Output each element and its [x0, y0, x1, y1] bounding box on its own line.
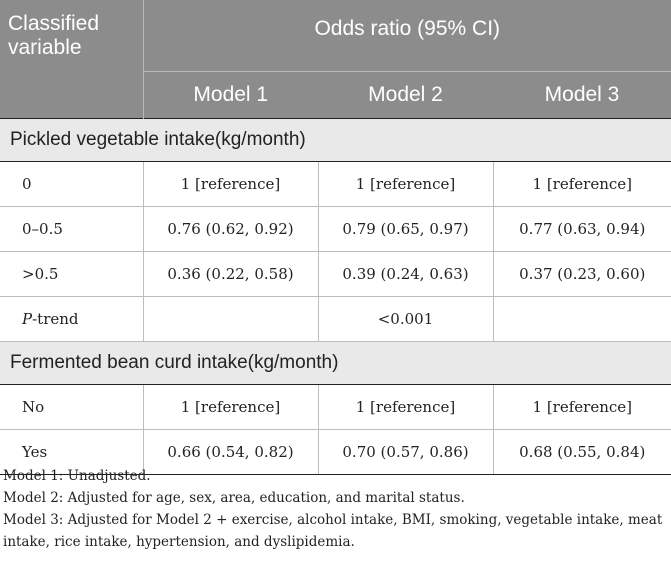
p-trend-italic: P: [22, 309, 33, 328]
row-label: Yes: [0, 429, 144, 475]
cell-model-2: 0.39 (0.24, 0.63): [318, 251, 494, 297]
cell-model-1: 0.36 (0.22, 0.58): [143, 251, 319, 297]
cell-model-3: 0.77 (0.63, 0.94): [493, 206, 671, 252]
p-trend-label: P-trend: [0, 296, 144, 342]
table-footnotes: Model 1: Unadjusted. Model 2: Adjusted f…: [3, 465, 668, 553]
header-variable-line2: variable: [8, 36, 82, 59]
header-model-2: Model 2: [318, 71, 493, 118]
cell-model-1: 1 [reference]: [143, 161, 319, 207]
cell-model-2: 1 [reference]: [318, 161, 494, 207]
cell-model-1: 0.76 (0.62, 0.92): [143, 206, 319, 252]
footnote-model-2: Model 2: Adjusted for age, sex, area, ed…: [3, 490, 465, 506]
header-variable-line1: Classified: [8, 12, 100, 35]
row-label: 0–0.5: [0, 206, 144, 252]
header-model-3: Model 3: [493, 71, 671, 118]
row-label: No: [0, 384, 144, 430]
row-label: 0: [0, 161, 144, 207]
section-title-pickled-vegetable: Pickled vegetable intake(kg/month): [0, 117, 671, 162]
footnote-model-1: Model 1: Unadjusted.: [3, 468, 151, 484]
p-trend-empty-1: [143, 296, 319, 342]
cell-model-1: 0.66 (0.54, 0.82): [143, 429, 319, 475]
cell-model-2: 0.79 (0.65, 0.97): [318, 206, 494, 252]
p-trend-rest: -trend: [32, 309, 79, 328]
cell-model-2: 0.70 (0.57, 0.86): [318, 429, 494, 475]
footnote-model-3: Model 3: Adjusted for Model 2 + exercise…: [3, 512, 663, 550]
p-trend-empty-3: [493, 296, 671, 342]
cell-model-3: 0.37 (0.23, 0.60): [493, 251, 671, 297]
header-classified-variable: Classified variable: [0, 0, 144, 118]
p-trend-value: <0.001: [318, 296, 494, 342]
row-label: >0.5: [0, 251, 144, 297]
odds-ratio-table: Classified variable Odds ratio (95% CI) …: [0, 0, 671, 475]
cell-model-3: 1 [reference]: [493, 384, 671, 430]
cell-model-3: 1 [reference]: [493, 161, 671, 207]
header-odds-ratio: Odds ratio (95% CI): [143, 0, 671, 72]
cell-model-2: 1 [reference]: [318, 384, 494, 430]
header-model-1: Model 1: [143, 71, 318, 118]
cell-model-1: 1 [reference]: [143, 384, 319, 430]
section-title-fermented-bean-curd: Fermented bean curd intake(kg/month): [0, 340, 671, 385]
cell-model-3: 0.68 (0.55, 0.84): [493, 429, 671, 475]
